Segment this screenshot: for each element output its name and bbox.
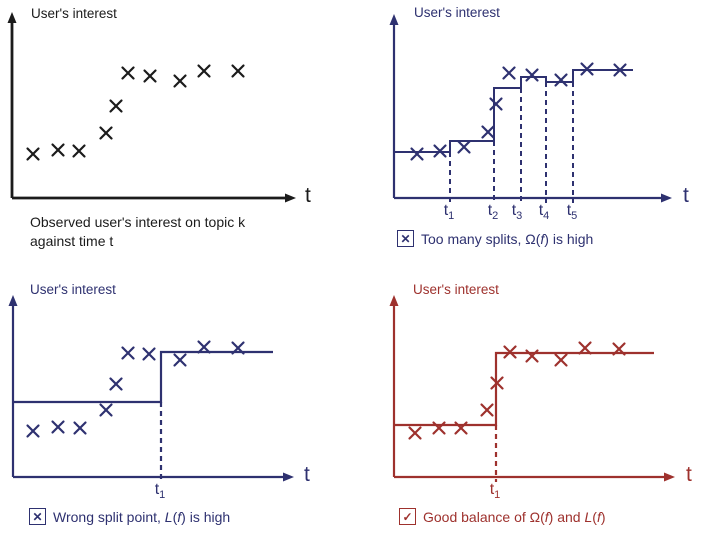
x-marker — [489, 97, 503, 111]
x-marker — [525, 349, 539, 363]
step-function-line — [13, 350, 273, 404]
x-axis-arrow-icon — [283, 472, 294, 482]
x-axis-arrow-icon — [661, 193, 672, 203]
check-box-icon: ✓ — [399, 508, 416, 525]
caption-text: Too many splits, Ω(f) is high — [421, 230, 594, 247]
x-marker — [121, 346, 135, 360]
y-axis-label: User's interest — [30, 282, 116, 297]
caption-text: Wrong split point, L(f) is high — [53, 508, 231, 525]
x-marker — [410, 147, 424, 161]
panel-caption: ✕ Too many splits, Ω(f) is high — [397, 230, 593, 247]
x-marker — [109, 99, 123, 113]
y-axis-arrow-icon — [389, 295, 399, 306]
step-function-line — [394, 69, 633, 153]
x-marker — [197, 340, 211, 354]
y-axis-arrow-icon — [8, 295, 18, 306]
x-marker — [580, 62, 594, 76]
y-axis-label: User's interest — [414, 5, 500, 20]
x-marker — [490, 376, 504, 390]
panel-caption: ✕ Wrong split point, L(f) is high — [29, 508, 230, 525]
caption-text: Good balance of Ω(f) and L(f) — [423, 508, 606, 525]
x-marker — [142, 347, 156, 361]
plot-canvas — [389, 295, 675, 482]
plot-canvas — [8, 295, 294, 482]
x-marker — [454, 421, 468, 435]
step-function-line — [394, 351, 654, 427]
x-axis-label: t — [304, 463, 310, 486]
x-marker — [109, 377, 123, 391]
x-marker — [173, 353, 187, 367]
x-marker — [433, 144, 447, 158]
panel-too-many-splits: User's interest t t1 t2 t3 t4 t5 ✕ Too many … — [352, 0, 703, 267]
x-marker — [143, 69, 157, 83]
x-marker — [612, 342, 626, 356]
x-box-icon: ✕ — [29, 508, 46, 525]
x-marker — [457, 140, 471, 154]
x-marker — [578, 341, 592, 355]
x-marker — [481, 125, 495, 139]
plot-canvas — [7, 12, 296, 203]
x-marker — [73, 421, 87, 435]
x-marker — [173, 74, 187, 88]
panel-wrong-split-point: User's interest t t1 ✕ Wrong split point… — [0, 267, 352, 534]
x-axis-label: t — [686, 463, 692, 486]
x-marker — [503, 345, 517, 359]
panel-good-balance: User's interest t t1 ✓ Good balance of Ω… — [352, 267, 703, 534]
x-marker — [99, 403, 113, 417]
y-axis-arrow-icon — [7, 12, 17, 23]
x-marker — [72, 144, 86, 158]
x-marker — [231, 64, 245, 78]
x-axis-label: t — [305, 184, 311, 207]
y-axis-label: User's interest — [413, 282, 499, 297]
x-marker — [432, 421, 446, 435]
caption-line-2: against time t — [30, 233, 114, 249]
x-marker — [613, 63, 627, 77]
x-marker — [99, 126, 113, 140]
x-marker — [51, 420, 65, 434]
x-marker — [408, 426, 422, 440]
x-marker — [197, 64, 211, 78]
x-marker — [480, 403, 494, 417]
x-marker — [554, 353, 568, 367]
y-axis-arrow-icon — [389, 14, 399, 25]
x-marker — [26, 147, 40, 161]
panel-caption: Observed user's interest on topic k agai… — [30, 213, 245, 251]
y-axis-label: User's interest — [31, 6, 117, 21]
x-axis-arrow-icon — [664, 472, 675, 482]
x-marker — [502, 66, 516, 80]
x-marker — [26, 424, 40, 438]
x-axis-label: t — [683, 184, 689, 207]
x-marker — [121, 66, 135, 80]
x-box-icon: ✕ — [397, 230, 414, 247]
x-marker — [554, 73, 568, 87]
x-axis-arrow-icon — [285, 193, 296, 203]
x-marker — [525, 68, 539, 82]
panel-caption: ✓ Good balance of Ω(f) and L(f) — [399, 508, 606, 525]
plot-canvas — [389, 14, 672, 203]
panel-observed-data: User's interest t Observed user's intere… — [0, 0, 352, 267]
x-marker — [231, 341, 245, 355]
caption-line-1: Observed user's interest on topic k — [30, 214, 246, 230]
x-marker — [51, 143, 65, 157]
